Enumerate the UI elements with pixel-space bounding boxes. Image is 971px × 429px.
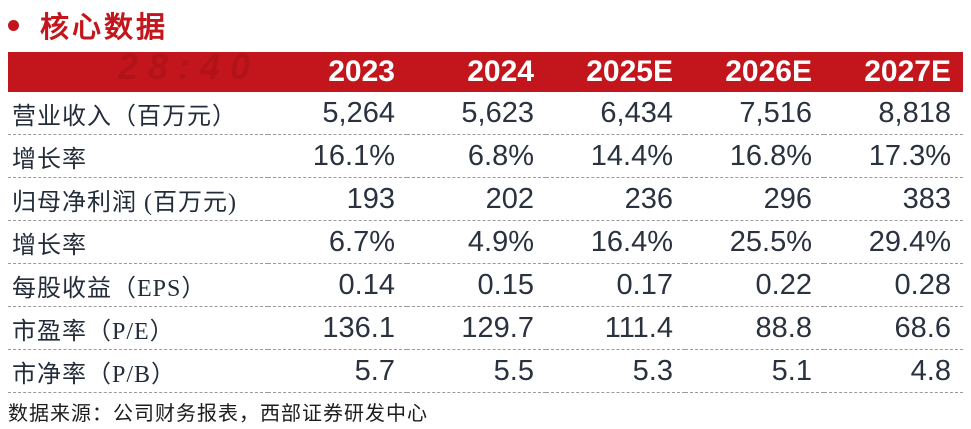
table-row-revenue-growth: 增长率 16.1% 6.8% 14.4% 16.8% 17.3% (8, 134, 963, 178)
cell-value: 4.8 (824, 349, 963, 393)
cell-value: 16.1% (268, 134, 407, 178)
cell-value: 0.14 (268, 263, 407, 307)
cell-value: 5.1 (685, 349, 824, 393)
cell-value: 129.7 (407, 306, 546, 350)
cell-value: 14.4% (546, 134, 685, 178)
row-label: 每股收益（EPS） (8, 263, 268, 307)
cell-value: 5,623 (407, 92, 546, 135)
section-title: 核心数据 (8, 8, 168, 44)
cell-value: 6.7% (268, 220, 407, 264)
section-title-text: 核心数据 (40, 12, 169, 44)
table-header-year: 2023 (268, 52, 407, 92)
cell-value: 7,516 (685, 92, 824, 135)
table-row-pb: 市净率（P/B） 5.7 5.5 5.3 5.1 4.8 (8, 349, 963, 393)
table-row-eps: 每股收益（EPS） 0.14 0.15 0.17 0.22 0.28 (8, 263, 963, 307)
cell-value: 16.4% (546, 220, 685, 264)
cell-value: 29.4% (824, 220, 963, 264)
table-header-year: 2025E (546, 52, 685, 92)
cell-value: 5.3 (546, 349, 685, 393)
row-label: 市盈率（P/E） (8, 306, 268, 350)
row-label: 市净率（P/B） (8, 349, 268, 393)
cell-value: 5.7 (268, 349, 407, 393)
row-label: 营业收入（百万元） (8, 92, 268, 135)
cell-value: 4.9% (407, 220, 546, 264)
table-header-row: 2023 2024 2025E 2026E 2027E (8, 52, 963, 92)
row-label: 增长率 (8, 220, 268, 264)
row-label: 增长率 (8, 134, 268, 178)
table-row-revenue: 营业收入（百万元） 5,264 5,623 6,434 7,516 8,818 (8, 92, 963, 135)
cell-value: 5.5 (407, 349, 546, 393)
table-row-pe: 市盈率（P/E） 136.1 129.7 111.4 88.8 68.6 (8, 306, 963, 350)
bullet-icon (8, 19, 19, 31)
table-header-empty-cell (8, 52, 268, 92)
cell-value: 25.5% (685, 220, 824, 264)
cell-value: 16.8% (685, 134, 824, 178)
table-header-year: 2024 (407, 52, 546, 92)
cell-value: 136.1 (268, 306, 407, 350)
cell-value: 6.8% (407, 134, 546, 178)
cell-value: 202 (407, 177, 546, 221)
core-data-table-wrap: 28:40 2023 2024 2025E 2026E 2027E 营业收入（百… (8, 46, 963, 393)
table-header-year: 2026E (685, 52, 824, 92)
cell-value: 88.8 (685, 306, 824, 350)
cell-value: 193 (268, 177, 407, 221)
row-label: 归母净利润 (百万元) (8, 177, 268, 221)
cell-value: 111.4 (546, 306, 685, 350)
table-row-profit-growth: 增长率 6.7% 4.9% 16.4% 25.5% 29.4% (8, 220, 963, 264)
cell-value: 383 (824, 177, 963, 221)
cell-value: 6,434 (546, 92, 685, 135)
cell-value: 0.28 (824, 263, 963, 307)
cell-value: 296 (685, 177, 824, 221)
cell-value: 68.6 (824, 306, 963, 350)
cell-value: 0.15 (407, 263, 546, 307)
cell-value: 0.17 (546, 263, 685, 307)
cell-value: 0.22 (685, 263, 824, 307)
data-source-note: 数据来源：公司财务报表，西部证券研发中心 (8, 403, 428, 425)
cell-value: 236 (546, 177, 685, 221)
core-data-table: 2023 2024 2025E 2026E 2027E 营业收入（百万元） 5,… (8, 52, 963, 393)
cell-value: 8,818 (824, 92, 963, 135)
table-row-net-profit: 归母净利润 (百万元) 193 202 236 296 383 (8, 177, 963, 221)
cell-value: 17.3% (824, 134, 963, 178)
table-header-year: 2027E (824, 52, 963, 92)
cell-value: 5,264 (268, 92, 407, 135)
